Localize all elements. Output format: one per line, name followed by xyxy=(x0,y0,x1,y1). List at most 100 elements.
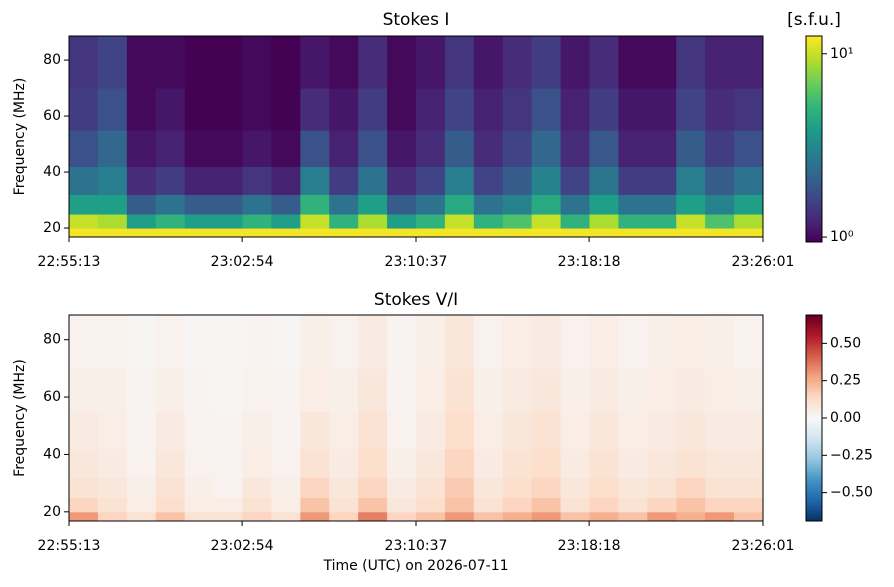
heatmap-cell xyxy=(473,511,504,522)
heatmap-cell xyxy=(329,448,359,478)
heatmap-cell xyxy=(213,511,243,522)
colorbar-segment xyxy=(806,223,822,227)
heatmap-cell xyxy=(242,497,272,513)
heatmap-cell xyxy=(387,511,417,522)
heatmap-cell xyxy=(387,130,417,167)
heatmap-cell xyxy=(705,411,735,450)
colorbar-segment xyxy=(806,130,822,134)
heatmap-cell xyxy=(647,477,677,498)
heatmap-cell xyxy=(358,497,388,513)
heatmap-cell xyxy=(705,214,735,229)
heatmap-cell xyxy=(531,411,562,450)
colorbar-segment xyxy=(806,450,822,454)
heatmap-cell xyxy=(69,411,99,450)
heatmap-cell xyxy=(300,368,330,412)
heatmap-cell xyxy=(184,315,215,369)
heatmap-cell xyxy=(155,497,186,513)
heatmap-cell xyxy=(589,511,619,522)
colorbar-segment xyxy=(806,358,822,361)
colorbar-segment xyxy=(806,401,822,405)
heatmap-cell xyxy=(473,88,504,131)
heatmap-cell xyxy=(300,36,330,89)
colorbar-segment xyxy=(806,182,822,185)
colorbar-segment xyxy=(806,389,822,392)
heatmap-cell xyxy=(589,194,619,215)
heatmap-cell xyxy=(271,228,301,238)
colorbar-segment xyxy=(806,176,822,179)
colorbar-segment xyxy=(806,374,822,378)
colorbar-segment xyxy=(806,335,822,339)
colorbar-segment xyxy=(806,405,822,409)
heatmap-cell xyxy=(155,36,186,89)
heatmap-cell xyxy=(358,166,388,195)
colorbar-segment xyxy=(806,442,822,446)
colorbar-segment xyxy=(806,420,822,423)
colorbar-segment xyxy=(806,110,822,113)
heatmap-cell xyxy=(300,214,330,229)
colorbar-segment xyxy=(806,496,822,499)
colorbar-segment xyxy=(806,60,822,64)
colorbar-segment xyxy=(806,132,822,136)
heatmap-cell xyxy=(97,448,128,478)
heatmap-cell xyxy=(647,88,677,131)
heatmap-cell xyxy=(676,411,706,450)
heatmap-cell xyxy=(155,88,186,131)
heatmap-cell xyxy=(502,214,533,229)
heatmap-cell xyxy=(560,477,590,498)
heatmap-cell xyxy=(589,228,619,238)
heatmap-cell xyxy=(69,88,99,131)
heatmap-cell xyxy=(531,214,562,229)
heatmap-cell xyxy=(69,36,99,89)
heatmap-cell xyxy=(213,36,243,89)
y-tick-label: 20 xyxy=(43,504,61,520)
heatmap-cell xyxy=(184,88,215,131)
heatmap-cell xyxy=(271,477,301,498)
colorbar-segment xyxy=(806,171,822,175)
heatmap-cell xyxy=(300,511,330,522)
colorbar-segment xyxy=(806,103,822,107)
heatmap-cell xyxy=(444,88,475,131)
colorbar-segment xyxy=(806,399,822,403)
heatmap-cell xyxy=(97,194,128,215)
heatmap-cell xyxy=(531,497,562,513)
heatmap-cell xyxy=(618,477,648,498)
colorbar-segment xyxy=(806,229,822,233)
colorbar-segment xyxy=(806,339,822,343)
colorbar-segment xyxy=(806,198,822,202)
y-axis-label: Frequency (MHz) xyxy=(12,78,28,196)
colorbar-segment xyxy=(806,211,822,214)
colorbar-segment xyxy=(806,347,822,351)
heatmap-cell xyxy=(69,497,99,513)
colorbar-segment xyxy=(806,114,822,117)
heatmap-cell xyxy=(676,448,706,478)
heatmap-cell xyxy=(387,88,417,131)
heatmap-cell xyxy=(184,194,215,215)
colorbar-segment xyxy=(806,196,822,200)
heatmap-cell xyxy=(647,214,677,229)
heatmap-cell xyxy=(358,368,388,412)
heatmap-cell xyxy=(242,194,272,215)
colorbar-segment xyxy=(806,52,822,56)
chart-title: Stokes V/I xyxy=(374,290,458,310)
heatmap-cell xyxy=(213,194,243,215)
colorbar-segment xyxy=(806,106,822,109)
x-tick-label: 23:26:01 xyxy=(732,254,795,270)
colorbar-segment xyxy=(806,498,822,501)
heatmap-cell xyxy=(502,497,533,513)
colorbar-segment xyxy=(806,333,822,337)
heatmap-cell xyxy=(444,228,475,238)
colorbar-segment xyxy=(806,58,822,62)
heatmap-cell xyxy=(155,130,186,167)
heatmap-cell xyxy=(300,448,330,478)
colorbar-segment xyxy=(806,186,822,189)
colorbar-segment xyxy=(806,145,822,148)
heatmap-cell xyxy=(358,511,388,522)
heatmap-cell xyxy=(676,497,706,513)
heatmap-cell xyxy=(502,36,533,89)
heatmap-cell xyxy=(502,88,533,131)
colorbar-segment xyxy=(806,471,822,475)
heatmap-cell xyxy=(271,36,301,89)
heatmap-cell xyxy=(97,228,128,238)
colorbar-segment xyxy=(806,221,822,224)
colorbar-segment xyxy=(806,180,822,183)
